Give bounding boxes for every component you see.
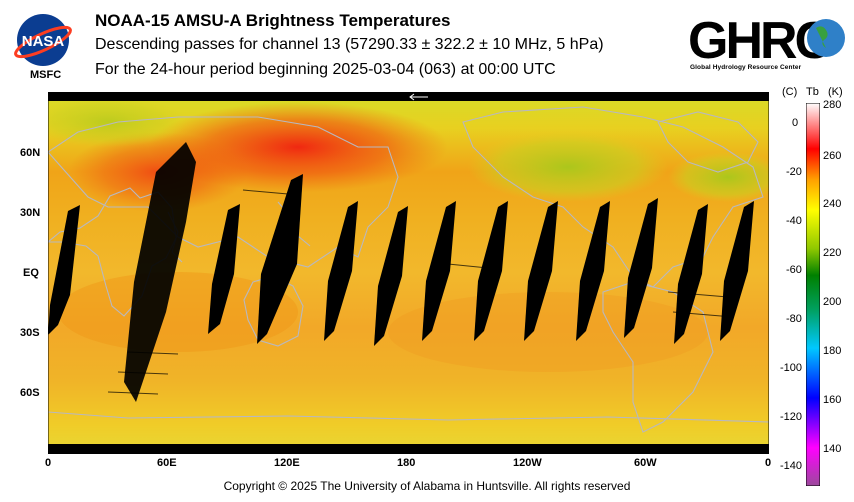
kelvin-tick-6: 160 xyxy=(823,394,842,406)
nasa-logo-text: NASA xyxy=(22,33,65,50)
celsius-tick-7: -140 xyxy=(780,460,803,472)
nasa-msfc-label: MSFC xyxy=(30,69,62,81)
title-line-3: For the 24-hour period beginning 2025-03… xyxy=(95,61,556,78)
kelvin-tick-5: 180 xyxy=(823,345,842,357)
brightness-map xyxy=(48,92,769,454)
kelvin-tick-1: 260 xyxy=(823,150,842,162)
colorbar-unit-tb: Tb xyxy=(806,86,819,98)
title-line-2: Descending passes for channel 13 (57290.… xyxy=(95,36,604,53)
colorbar xyxy=(806,103,820,486)
kelvin-tick-7: 140 xyxy=(823,443,842,455)
colorbar-unit-k: (K) xyxy=(828,86,843,98)
celsius-tick-5: -100 xyxy=(780,362,803,374)
celsius-tick-0: 0 xyxy=(792,117,799,129)
title-line-1: NOAA-15 AMSU-A Brightness Temperatures xyxy=(95,11,451,30)
lat-label-60n: 60N xyxy=(20,147,41,159)
celsius-tick-1: -20 xyxy=(786,166,802,178)
lat-label-30n: 30N xyxy=(20,207,41,219)
lon-label-60w: 60W xyxy=(634,457,657,469)
celsius-tick-6: -120 xyxy=(780,411,803,423)
celsius-tick-3: -60 xyxy=(786,264,802,276)
nasa-logo: NASA xyxy=(14,14,72,66)
scan-lines xyxy=(107,189,734,395)
celsius-tick-4: -80 xyxy=(786,313,802,325)
kelvin-tick-4: 200 xyxy=(823,296,842,308)
copyright-notice: Copyright © 2025 The University of Alaba… xyxy=(223,479,631,493)
north-no-data-band xyxy=(48,92,769,101)
south-no-data-band xyxy=(48,444,769,454)
celsius-tick-2: -40 xyxy=(786,215,802,227)
ghrc-logo: GHRC xyxy=(688,12,845,66)
lon-label-120w: 120W xyxy=(513,457,542,469)
lat-label-60s: 60S xyxy=(20,387,40,399)
lon-label-180: 180 xyxy=(397,457,416,469)
lon-label-60e: 60E xyxy=(157,457,177,469)
lat-label-eq: EQ xyxy=(23,267,39,279)
kelvin-tick-0: 280 xyxy=(823,99,842,111)
swath-gaps xyxy=(48,142,754,402)
ghrc-subtitle: Global Hydrology Resource Center xyxy=(690,64,802,71)
lon-label-0-right: 0 xyxy=(765,457,772,469)
lon-label-120e: 120E xyxy=(274,457,300,469)
kelvin-tick-3: 220 xyxy=(823,247,842,259)
kelvin-tick-2: 240 xyxy=(823,198,842,210)
lon-label-0-left: 0 xyxy=(45,457,52,469)
colorbar-unit-c: (C) xyxy=(782,86,798,98)
lat-label-30s: 30S xyxy=(20,327,40,339)
arrow-icon xyxy=(409,93,428,101)
